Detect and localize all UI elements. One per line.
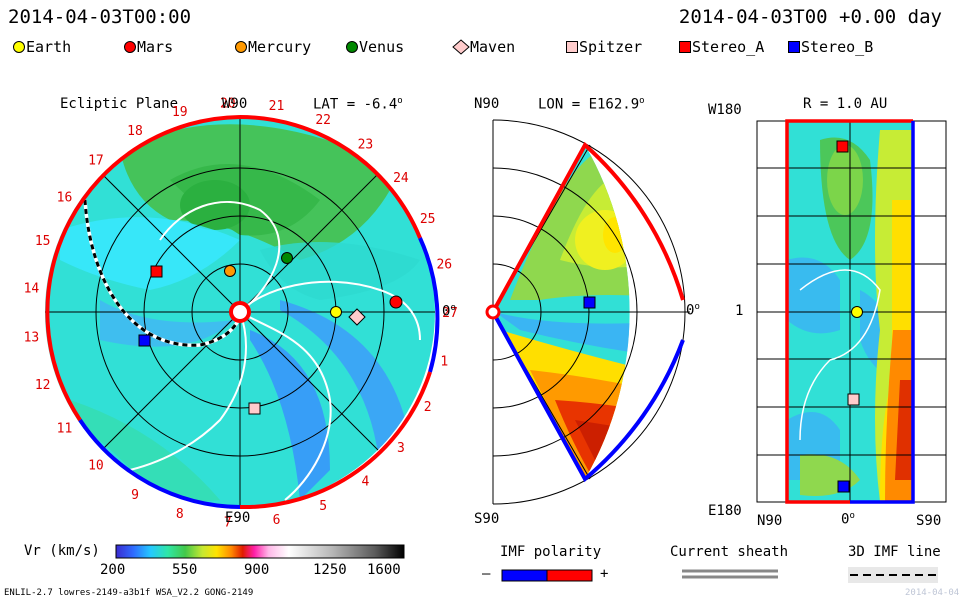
imf-polarity-label: IMF polarity — [500, 544, 602, 560]
meridional-s90: S90 — [474, 511, 500, 527]
header-date-left: 2014-04-03T00:00 — [8, 6, 192, 28]
legend-label: Maven — [470, 38, 516, 56]
imf-polarity-minus: – — [482, 566, 491, 582]
ecliptic-e90: E90 — [225, 510, 251, 526]
sector-label-18: 18 — [127, 124, 143, 139]
sector-label-26: 26 — [436, 258, 452, 273]
ecliptic-zero: 0o — [442, 303, 456, 320]
sector-label-4: 4 — [361, 474, 369, 489]
radial-map-panel — [756, 119, 947, 504]
ecliptic-lat: LAT = -6.4o — [313, 96, 403, 113]
ecliptic-plane-panel — [45, 115, 440, 510]
ecliptic-w90: W90 — [222, 96, 248, 112]
legend-item-stereo_a: Stereo_A — [678, 38, 764, 56]
sector-label-5: 5 — [319, 499, 327, 514]
legend-item-spitzer: Spitzer — [565, 38, 642, 56]
sector-label-14: 14 — [24, 282, 40, 297]
stereo_b-marker-icon — [788, 41, 800, 53]
sector-label-16: 16 — [57, 191, 73, 206]
footer-date: 2014-04-04 — [905, 588, 960, 598]
venus-marker-icon — [346, 41, 358, 53]
radial-w180: W180 — [708, 102, 742, 118]
sector-label-1: 1 — [440, 354, 448, 369]
sector-label-13: 13 — [24, 330, 40, 345]
earth-marker-icon — [13, 41, 25, 53]
maven-marker-icon — [452, 39, 470, 55]
radial-s90: S90 — [916, 513, 942, 529]
legend-label: Stereo_A — [692, 38, 765, 56]
sector-label-11: 11 — [57, 421, 73, 436]
ecliptic-title: Ecliptic Plane — [60, 96, 179, 112]
legend-label: Venus — [359, 38, 405, 56]
sector-label-23: 23 — [358, 138, 374, 153]
velocity-colorbar — [115, 544, 405, 559]
colorbar-tick-1600: 1600 — [367, 562, 401, 578]
legend-item-maven: Maven — [452, 38, 515, 56]
legend-item-venus: Venus — [345, 38, 404, 56]
sector-label-17: 17 — [88, 153, 104, 168]
header-date-right: 2014-04-03T00 +0.00 day — [678, 6, 942, 28]
meridional-zero: 0o — [686, 302, 700, 319]
footer-model-info: ENLIL-2.7 lowres-2149-a3b1f WSA_V2.2 GON… — [4, 588, 254, 598]
sector-label-3: 3 — [397, 441, 405, 456]
sector-label-20: 20 — [220, 96, 236, 111]
sector-label-9: 9 — [131, 488, 139, 503]
legend-label: Stereo_B — [801, 38, 874, 56]
mercury-marker-icon — [235, 41, 247, 53]
current-sheath-label: Current sheath — [670, 544, 789, 560]
sector-label-22: 22 — [315, 113, 331, 128]
legend-item-mars: Mars — [123, 38, 173, 56]
sector-label-19: 19 — [172, 105, 188, 120]
sector-label-6: 6 — [273, 513, 281, 528]
legend-item-earth: Earth — [12, 38, 71, 56]
sector-label-15: 15 — [35, 234, 51, 249]
legend-item-mercury: Mercury — [234, 38, 311, 56]
meridional-n90: N90 — [474, 96, 500, 112]
legend-label: Earth — [26, 38, 72, 56]
legend-label: Mercury — [248, 38, 312, 56]
mars-marker-icon — [124, 41, 136, 53]
sector-label-21: 21 — [269, 99, 285, 114]
sector-label-2: 2 — [424, 400, 432, 415]
colorbar-tick-900: 900 — [244, 562, 270, 578]
imf-polarity-positive — [546, 569, 593, 582]
radial-one: 1 — [735, 303, 744, 319]
sector-label-8: 8 — [176, 507, 184, 522]
imf-line-label: 3D IMF line — [848, 544, 941, 560]
sector-label-24: 24 — [393, 171, 409, 186]
legend-label: Mars — [137, 38, 174, 56]
imf-polarity-plus: + — [600, 566, 609, 582]
colorbar-tick-550: 550 — [172, 562, 198, 578]
spitzer-marker-icon — [566, 41, 578, 53]
object-legend: Earth Mars Mercury Venus Maven Spitzer Stereo_… — [12, 38, 892, 58]
meridional-plane-panel — [485, 119, 690, 505]
sector-label-25: 25 — [420, 212, 436, 227]
sector-label-12: 12 — [35, 378, 51, 393]
sector-label-27: 27 — [442, 306, 458, 321]
sector-label-7: 7 — [224, 516, 232, 531]
radial-n90: N90 — [757, 513, 783, 529]
stereo_a-marker-icon — [679, 41, 691, 53]
radial-zero: 0o — [841, 511, 855, 528]
object-markers — [138, 140, 863, 493]
sector-label-10: 10 — [88, 459, 104, 474]
colorbar-tick-1250: 1250 — [313, 562, 347, 578]
colorbar-tick-200: 200 — [100, 562, 126, 578]
colorbar-label: Vr (km/s) — [24, 543, 100, 559]
radial-e180: E180 — [708, 503, 742, 519]
legend-item-stereo_b: Stereo_B — [787, 38, 873, 56]
radial-title: R = 1.0 AU — [803, 96, 888, 112]
imf-polarity-negative — [501, 569, 548, 582]
meridional-lon: LON = E162.9o — [538, 96, 645, 113]
legend-label: Spitzer — [579, 38, 643, 56]
